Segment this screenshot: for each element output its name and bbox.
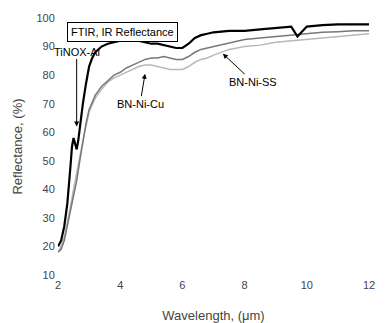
svg-text:Wavelength, (μm): Wavelength, (μm) [162,308,264,323]
svg-text:10: 10 [43,269,55,281]
svg-text:70: 70 [43,98,55,110]
svg-text:100: 100 [36,12,54,24]
svg-text:90: 90 [43,40,55,52]
svg-text:30: 30 [43,212,55,224]
svg-text:50: 50 [43,155,55,167]
svg-text:20: 20 [43,240,55,252]
svg-text:BN-Ni-SS: BN-Ni-SS [229,76,277,88]
svg-text:60: 60 [43,126,55,138]
svg-text:FTIR, IR Reflectance: FTIR, IR Reflectance [71,26,174,38]
svg-text:80: 80 [43,69,55,81]
svg-text:10: 10 [301,279,313,291]
svg-text:BN-Ni-Cu: BN-Ni-Cu [117,98,164,110]
svg-text:2: 2 [55,279,61,291]
svg-text:4: 4 [117,279,123,291]
svg-text:6: 6 [179,279,185,291]
svg-text:TiNOX-Al: TiNOX-Al [54,46,100,58]
svg-text:8: 8 [242,279,248,291]
svg-text:12: 12 [363,279,375,291]
svg-text:40: 40 [43,183,55,195]
svg-text:Reflectance, (%): Reflectance, (%) [10,98,25,194]
